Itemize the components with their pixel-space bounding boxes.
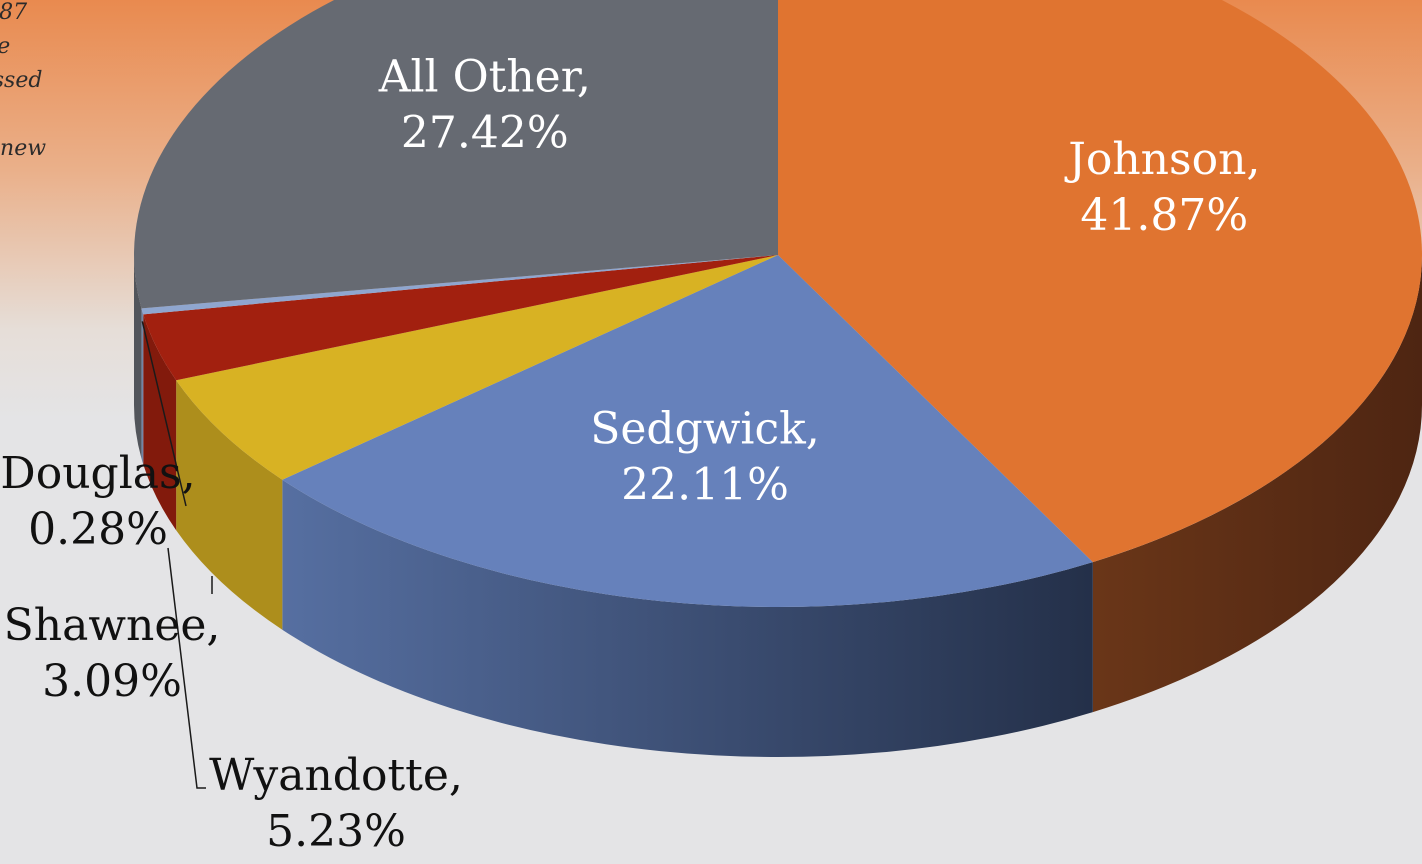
- note-line: t of the: [0, 30, 160, 64]
- label-name: Shawnee,: [4, 600, 221, 651]
- slice-sedgwick: [282, 255, 1093, 607]
- side-sedgwick: [282, 479, 1093, 758]
- slice-shawnee: [143, 255, 779, 381]
- note-line: ed 41.87: [0, 0, 28, 25]
- side-all-other: [134, 255, 142, 459]
- label-wyandotte: Wyandotte, 5.23%: [209, 750, 463, 857]
- slice-all-other: [134, 0, 778, 309]
- side-wyandotte: [176, 380, 283, 630]
- label-johnson: Johnson, 41.87%: [1064, 134, 1260, 241]
- side-johnson: [1092, 255, 1422, 713]
- leader-line-douglas: [141, 321, 187, 507]
- label-value: 3.09%: [42, 656, 182, 707]
- label-name: Johnson,: [1064, 134, 1260, 185]
- label-value: 22.11%: [621, 460, 789, 511]
- side-douglas: [141, 308, 144, 465]
- label-value: 41.87%: [1080, 190, 1248, 241]
- label-douglas: Douglas, 0.28%: [0, 448, 195, 555]
- label-name: Douglas,: [0, 448, 195, 499]
- slice-johnson: [778, 0, 1422, 563]
- note-line: l assessed: [0, 68, 43, 93]
- note-line: ercial new: [0, 136, 47, 161]
- slice-wyandotte: [176, 255, 778, 480]
- label-sedgwick: Sedgwick, 22.11%: [590, 404, 820, 511]
- label-name: All Other,: [378, 51, 591, 102]
- label-all-other: All Other, 27.42%: [378, 51, 591, 158]
- label-value: 5.23%: [266, 806, 406, 857]
- label-name: Sedgwick,: [590, 404, 820, 455]
- label-name: Wyandotte,: [209, 750, 463, 801]
- leader-line-wyandotte: [167, 547, 206, 789]
- slice-douglas: [141, 255, 778, 315]
- label-shawnee: Shawnee, 3.09%: [4, 600, 221, 707]
- annotation-note: ed 41.87 t of the l assessed n ercial ne…: [0, 0, 160, 200]
- label-value: 0.28%: [28, 504, 168, 555]
- label-value: 27.42%: [401, 107, 569, 158]
- side-shawnee: [143, 314, 177, 531]
